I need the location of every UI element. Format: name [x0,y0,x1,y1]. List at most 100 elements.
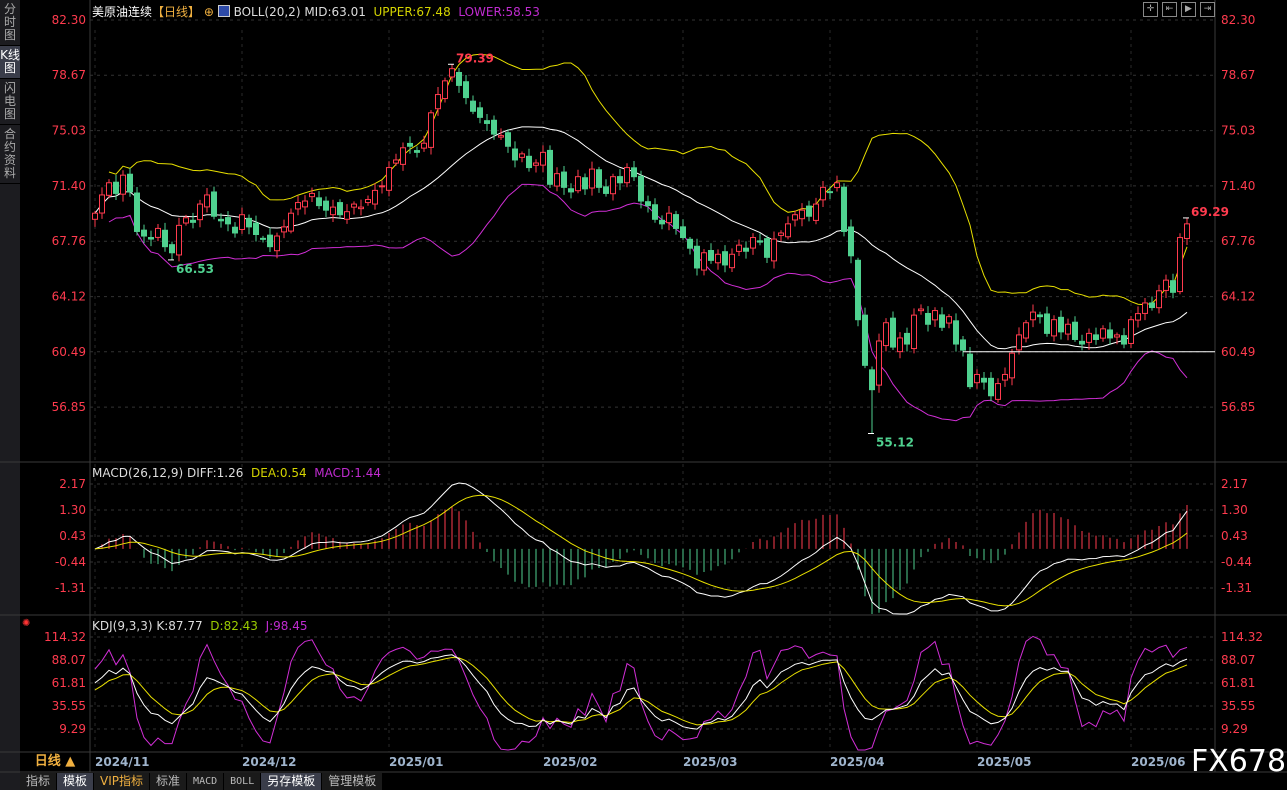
boll-lower-line [108,183,1188,422]
sidebar: 分时图 K线图 闪电图 合约资料 [0,0,20,790]
boll-mid-line [94,126,1188,350]
tab-save-template[interactable]: 另存模板 [261,773,323,790]
macd-tick-left: -0.44 [55,555,86,569]
price-tick-right: 75.03 [1221,124,1255,138]
candle [701,252,707,271]
candle [1058,316,1064,333]
candle [379,185,385,188]
candle [421,142,427,149]
candle [232,226,238,234]
price-tick-right: 78.67 [1221,68,1255,82]
candle [141,229,147,237]
play-icon[interactable]: ▶ [1181,2,1196,17]
candle [190,219,196,223]
crosshair-toggle-icon[interactable]: ⊕ [203,5,214,19]
tab-manage-templates[interactable]: 管理模板 [322,773,384,790]
candle [918,308,924,312]
kdj-j: J:98.45 [265,619,308,633]
candle [1114,334,1120,338]
candle [260,237,266,240]
price-tick-right: 64.12 [1221,290,1255,304]
candle [148,237,154,240]
candle [386,167,392,191]
price-tick-right: 56.85 [1221,400,1255,414]
candle [981,377,987,383]
candle [113,181,119,194]
candle [281,226,287,233]
crosshair-icon[interactable]: ✛ [1143,2,1158,17]
candle [1142,302,1148,314]
extreme-label: 69.29 [1191,205,1229,219]
candle [736,244,742,252]
kdj-d-line [94,656,1188,726]
macd-tick-right: 1.30 [1221,503,1248,517]
candle [694,245,700,269]
settings-icon[interactable]: ✺ [22,618,31,629]
date-tick: 2025/02 [543,755,597,769]
price-tick-left: 67.76 [52,234,86,248]
tab-standard[interactable]: 标准 [150,773,188,790]
candle [1065,323,1071,335]
candle [533,162,539,166]
sidebar-tab-time-chart[interactable]: 分时图 [0,0,20,46]
macd-tick-left: -1.31 [55,581,86,595]
tab-templates[interactable]: 模板 [57,773,95,790]
candle [1149,302,1155,309]
macd-header: MACD(26,12,9) DIFF:1.26 DEA:0.54 MACD:1.… [92,466,381,480]
candle [351,203,357,208]
date-tick: 2024/11 [95,755,149,769]
date-tick: 2024/12 [242,755,296,769]
zoom-start-icon[interactable]: ⇤ [1162,2,1177,17]
kdj-header: KDJ(9,3,3) K:87.77 D:82.43 J:98.45 [92,619,308,633]
candle [414,150,420,153]
candle [1051,319,1057,337]
candle [1086,332,1092,343]
candle [246,217,252,228]
candle [680,226,686,239]
tab-indicators[interactable]: 指标 [20,773,58,790]
candle [183,217,189,224]
candle [330,206,336,216]
indicator-icon[interactable] [217,5,230,17]
candle [603,186,609,194]
boll-upper: UPPER:67.48 [373,5,451,19]
candle [428,112,434,148]
candle [876,340,882,386]
candle [1177,237,1183,293]
kdj-tick-right: 88.07 [1221,653,1255,667]
candle [295,202,301,210]
tab-boll[interactable]: BOLL [224,773,262,790]
sidebar-tab-contract-info[interactable]: 合约资料 [0,125,20,184]
candle [309,192,315,198]
macd-diff-line [94,482,1188,615]
tab-macd[interactable]: MACD [187,773,225,790]
candle [127,173,133,193]
candle [365,199,371,204]
period-selector[interactable]: 日线 ▲ [34,754,76,769]
candle [470,100,476,112]
candle [757,240,763,243]
tab-vip-indicators[interactable]: VIP指标 [94,773,151,790]
extreme-label: 55.12 [876,435,914,449]
kdj-tick-left: 61.81 [52,676,86,690]
candle [813,203,819,221]
candle [400,147,406,165]
price-tick-left: 82.30 [52,13,86,27]
move-end-icon[interactable]: ⇥ [1200,2,1215,17]
candle [953,320,959,345]
sidebar-tab-flash-chart[interactable]: 闪电图 [0,79,20,125]
sidebar-tab-k-line[interactable]: K线图 [0,46,20,79]
candle [785,223,791,238]
candle [925,312,931,325]
candle [932,310,938,321]
price-tick-right: 67.76 [1221,234,1255,248]
macd-tick-left: 2.17 [59,477,86,491]
candle [393,159,399,164]
candle [1163,279,1169,291]
candle [505,132,511,147]
candle [358,206,364,210]
candle [176,224,182,256]
macd-value: MACD:1.44 [314,466,381,480]
macd-label: MACD(26,12,9) [92,466,184,480]
